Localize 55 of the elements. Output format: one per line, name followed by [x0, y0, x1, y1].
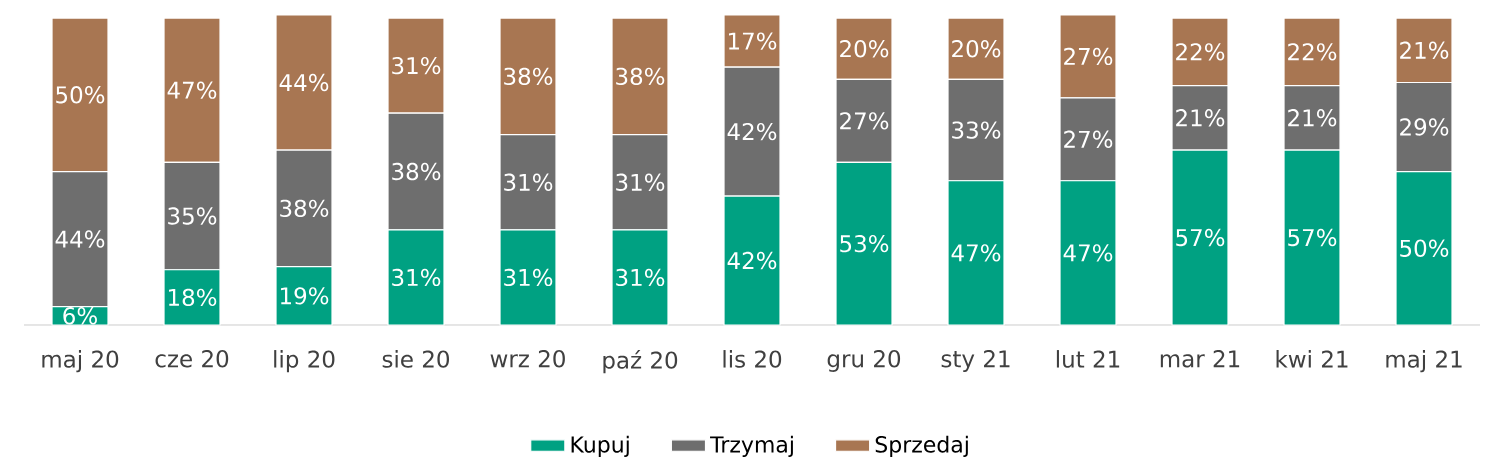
x-tick-label: mar 21 — [1160, 349, 1240, 368]
data-label: 31% — [392, 268, 441, 286]
x-tick-label: cze 20 — [155, 349, 229, 368]
data-label: 29% — [1400, 118, 1449, 136]
data-label: 27% — [840, 111, 889, 130]
x-tick-label: wrz 20 — [490, 349, 565, 368]
x-tick-label: lut 21 — [1056, 349, 1120, 368]
x-tick-label: kwi 21 — [1276, 349, 1348, 368]
data-label: 17% — [728, 32, 777, 50]
data-label: 27% — [1064, 47, 1113, 65]
legend-label: Trzymaj — [710, 435, 793, 457]
data-label: 21% — [1400, 41, 1449, 59]
data-label: 57% — [1176, 228, 1225, 246]
x-tick-label: sie 20 — [382, 349, 450, 368]
data-label: 44% — [279, 73, 329, 91]
data-label: 31% — [504, 173, 553, 191]
data-label: 31% — [616, 173, 665, 191]
legend-label: Kupuj — [571, 435, 629, 457]
x-tick-label: sty 21 — [941, 349, 1010, 372]
x-tick-label: lip 20 — [274, 349, 335, 373]
x-tick-label: gru 20 — [827, 349, 901, 372]
data-label: 31% — [616, 268, 665, 286]
data-label: 20% — [952, 39, 1001, 58]
data-label: 53% — [840, 234, 889, 253]
data-label: 38% — [616, 67, 665, 85]
data-label: 38% — [392, 162, 441, 181]
data-label: 6% — [63, 306, 97, 325]
data-label: 33% — [952, 121, 1001, 139]
x-tick-label: paź 20 — [603, 349, 678, 374]
data-label: 20% — [840, 39, 889, 58]
data-label: 47% — [167, 81, 217, 99]
data-label: 50% — [1400, 239, 1449, 257]
data-label: 35% — [168, 207, 217, 225]
data-label: 21% — [1288, 108, 1337, 127]
data-label: 47% — [951, 243, 1001, 262]
data-label: 27% — [1064, 130, 1113, 148]
data-label: 42% — [727, 122, 777, 141]
data-label: 47% — [1063, 243, 1113, 262]
x-tick-label: maj 21 — [1386, 349, 1462, 373]
data-label: 31% — [392, 56, 441, 75]
data-label: 22% — [1176, 42, 1225, 61]
data-label: 19% — [280, 286, 329, 305]
data-label: 42% — [727, 251, 777, 270]
data-label: 57% — [1288, 228, 1337, 246]
x-tick-label: lis 20 — [723, 349, 782, 368]
data-label: 38% — [280, 199, 329, 217]
data-label: 22% — [1288, 42, 1337, 61]
x-tick-label: maj 20 — [42, 349, 119, 373]
data-label: 31% — [504, 268, 553, 286]
legend-label: Sprzedaj — [875, 435, 968, 457]
data-label: 18% — [168, 288, 217, 306]
data-label: 50% — [56, 85, 105, 104]
data-label: 21% — [1176, 108, 1225, 127]
data-label: 44% — [55, 230, 105, 248]
data-label: 38% — [504, 67, 553, 85]
